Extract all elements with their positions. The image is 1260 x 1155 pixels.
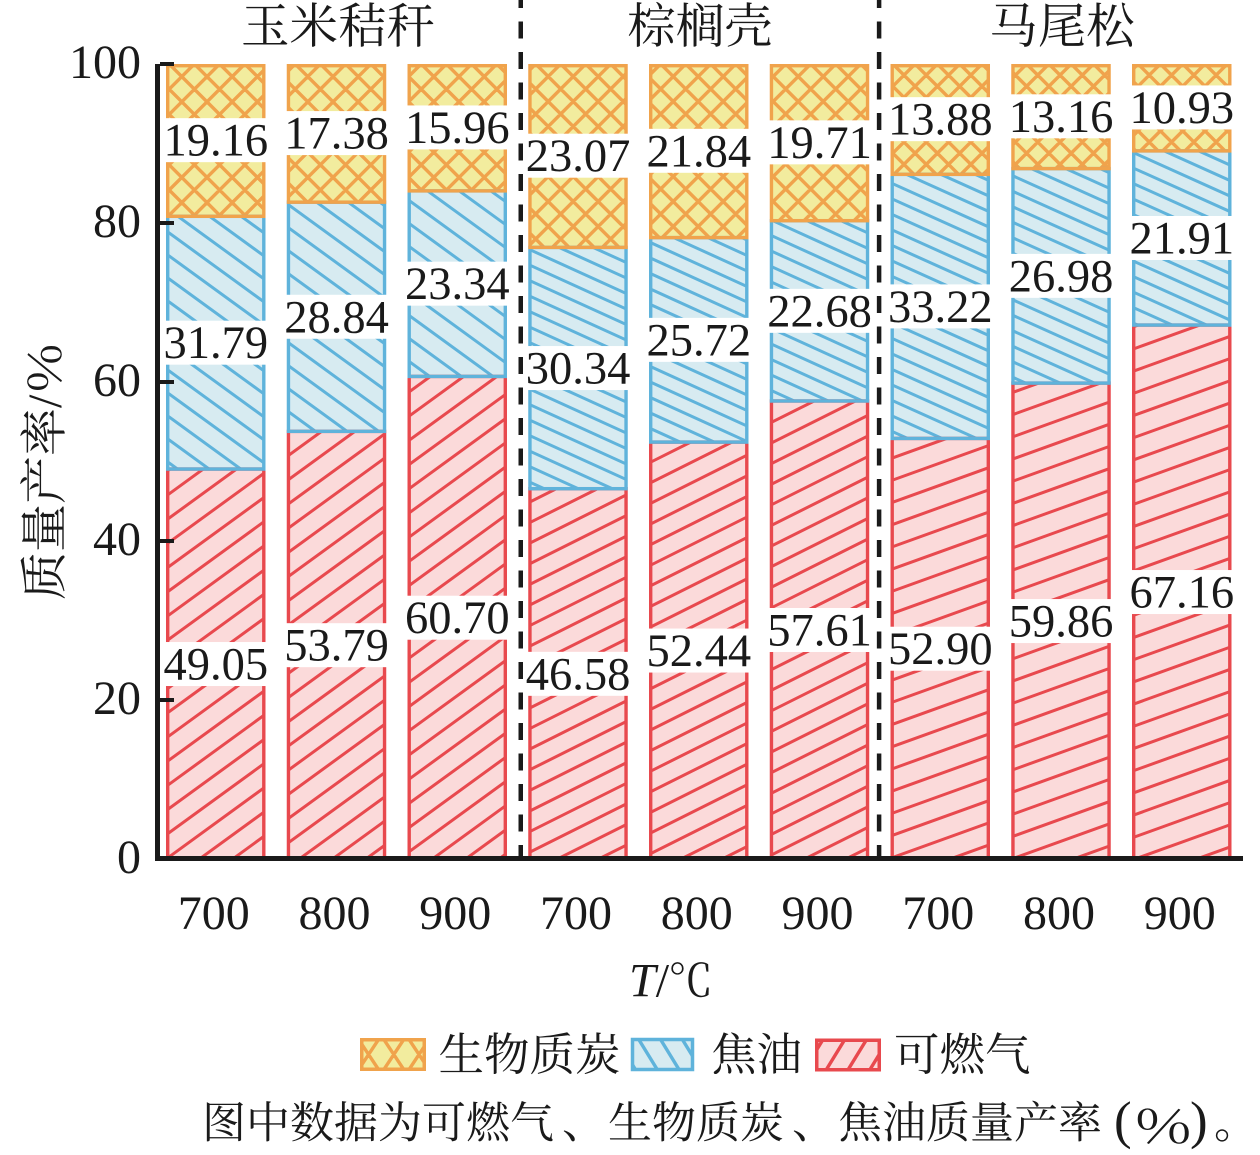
svg-text:26.98: 26.98 <box>1009 251 1114 302</box>
svg-text:31.79: 31.79 <box>163 318 268 369</box>
svg-text:700: 700 <box>178 887 250 940</box>
svg-text:52.90: 52.90 <box>888 624 993 675</box>
svg-text:23.07: 23.07 <box>526 131 631 182</box>
svg-text:900: 900 <box>419 887 491 940</box>
svg-text:900: 900 <box>1144 887 1216 940</box>
svg-text:15.96: 15.96 <box>405 103 510 154</box>
svg-text:80: 80 <box>93 195 141 248</box>
svg-text:20: 20 <box>93 672 141 725</box>
svg-text:40: 40 <box>93 513 141 566</box>
svg-text:): ) <box>1190 1092 1208 1150</box>
svg-text:33.22: 33.22 <box>888 282 993 333</box>
svg-text:22.68: 22.68 <box>767 286 872 337</box>
svg-text:100: 100 <box>69 36 141 89</box>
svg-text:46.58: 46.58 <box>526 649 631 700</box>
svg-text:60.70: 60.70 <box>405 593 510 644</box>
svg-text:17.38: 17.38 <box>284 109 389 160</box>
svg-text:49.05: 49.05 <box>163 640 268 691</box>
svg-text:52.44: 52.44 <box>646 626 751 677</box>
svg-text:700: 700 <box>902 887 974 940</box>
svg-text:60: 60 <box>93 354 141 407</box>
svg-text:21.84: 21.84 <box>646 126 751 177</box>
svg-text:30.34: 30.34 <box>526 344 631 395</box>
svg-text:25.72: 25.72 <box>646 315 751 366</box>
svg-text:28.84: 28.84 <box>284 292 389 343</box>
svg-text:57.61: 57.61 <box>767 606 872 657</box>
svg-text:19.71: 19.71 <box>767 118 872 169</box>
svg-text:53.79: 53.79 <box>284 621 389 672</box>
svg-text:59.86: 59.86 <box>1009 597 1114 648</box>
svg-text:67.16: 67.16 <box>1129 568 1234 619</box>
svg-text:10.93: 10.93 <box>1129 83 1234 134</box>
svg-text:800: 800 <box>299 887 371 940</box>
svg-text:(: ( <box>1114 1092 1132 1150</box>
svg-text:21.91: 21.91 <box>1129 213 1234 264</box>
svg-text:800: 800 <box>661 887 733 940</box>
svg-text:800: 800 <box>1023 887 1095 940</box>
svg-text:13.88: 13.88 <box>888 95 993 146</box>
svg-text:700: 700 <box>540 887 612 940</box>
svg-text:13.16: 13.16 <box>1009 92 1114 143</box>
svg-text:T/: T/ <box>629 955 670 1008</box>
svg-text:19.16: 19.16 <box>163 116 268 167</box>
svg-text:/: / <box>19 394 72 408</box>
svg-text:23.34: 23.34 <box>405 259 510 310</box>
svg-text:900: 900 <box>782 887 854 940</box>
svg-text:0: 0 <box>117 831 141 884</box>
